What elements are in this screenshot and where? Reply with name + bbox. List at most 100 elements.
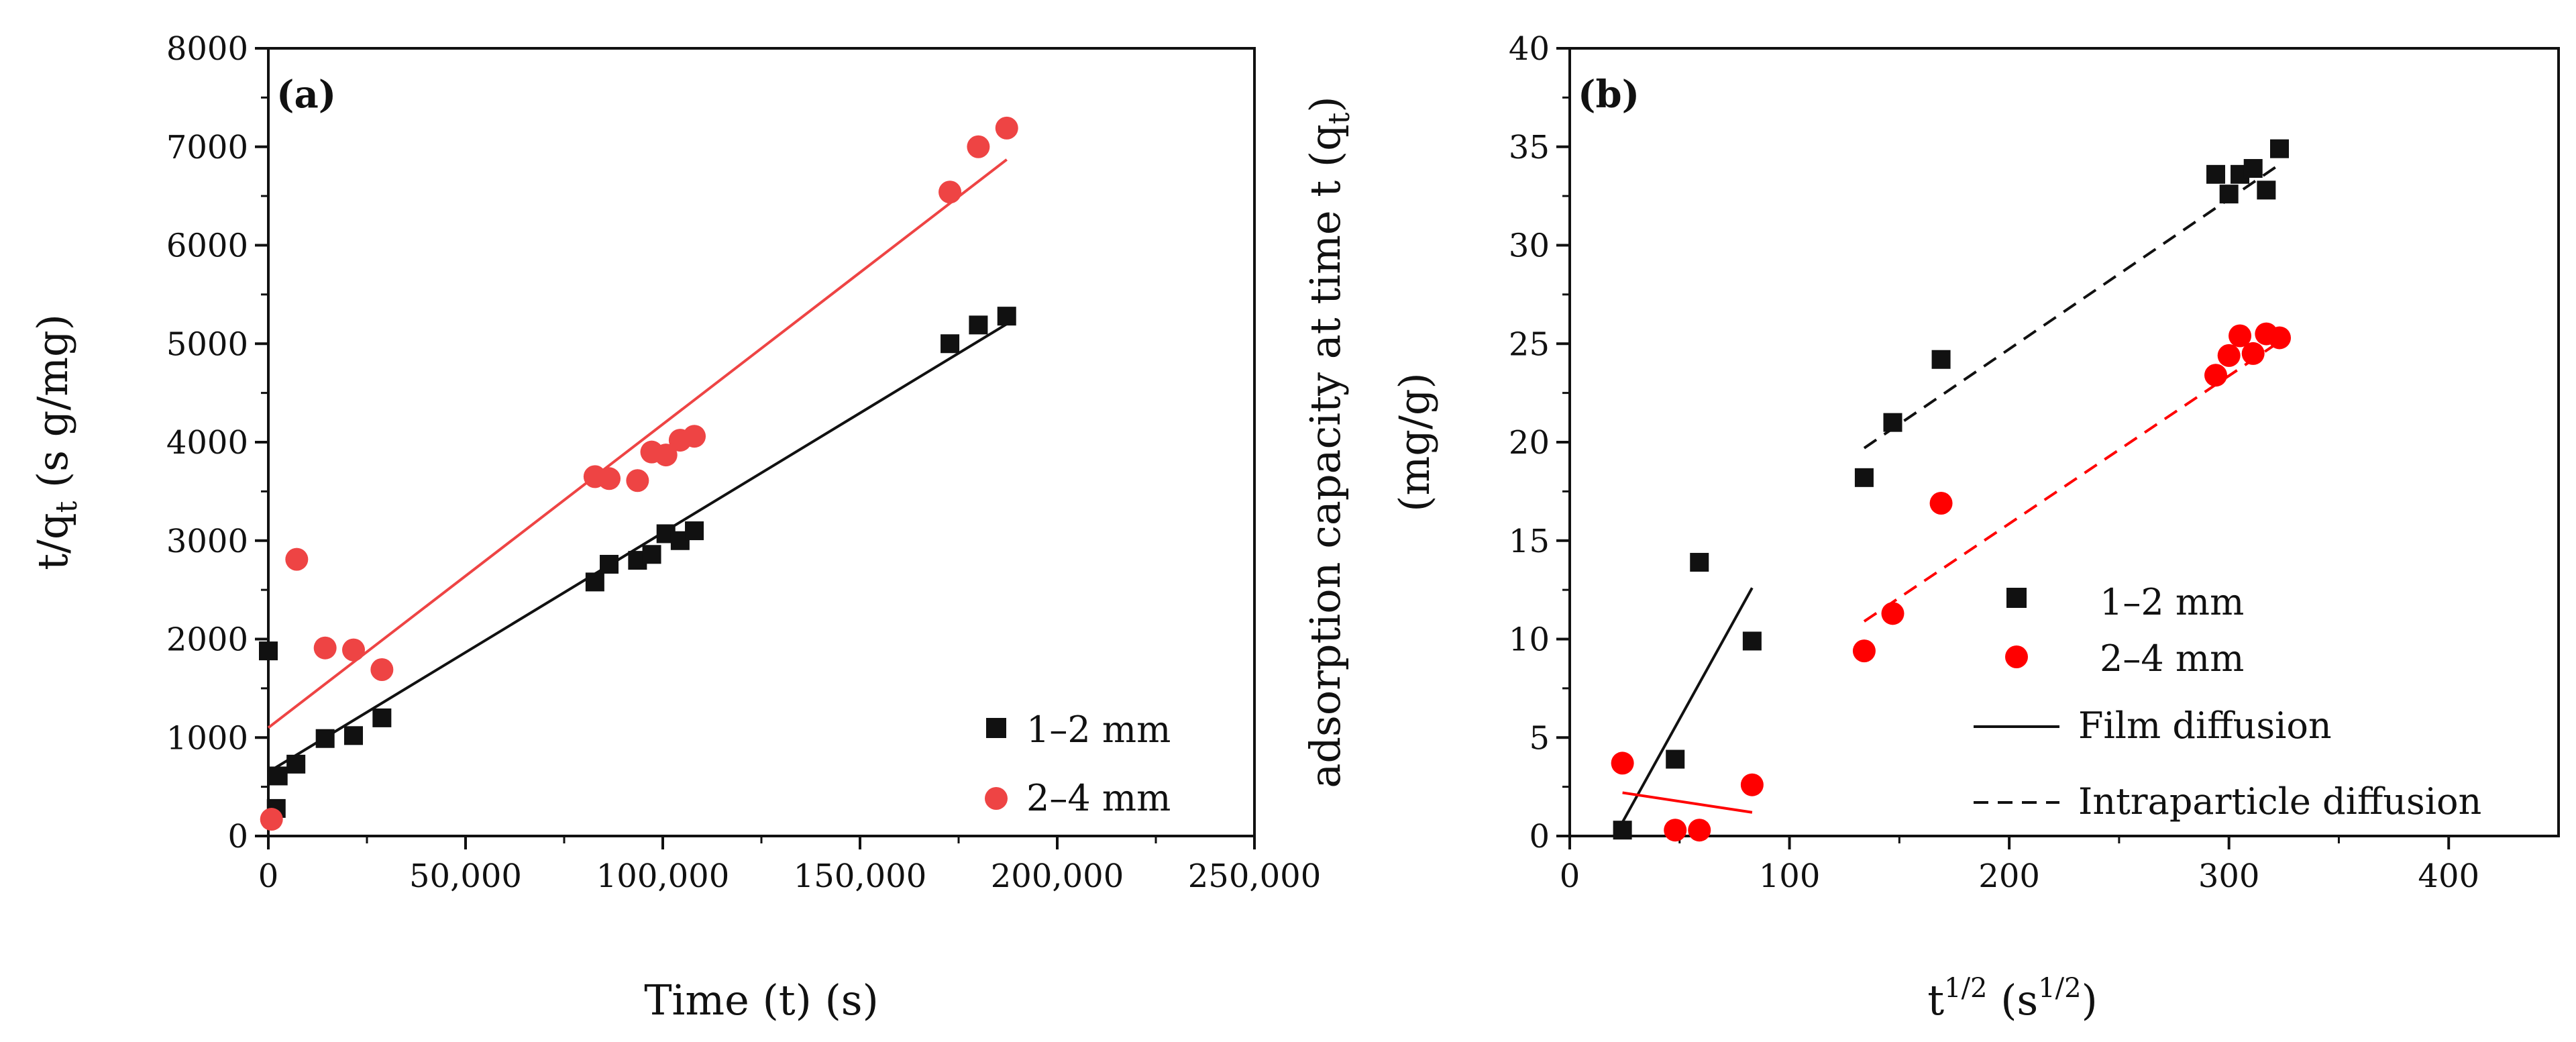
panel-label-a: (a) bbox=[276, 72, 336, 117]
data-point-series-1 bbox=[1742, 631, 1762, 651]
data-point-series-1 bbox=[1690, 553, 1709, 572]
legend-a-marker-1 bbox=[986, 718, 1006, 738]
data-point-series-2 bbox=[2241, 342, 2265, 365]
data-point-series-2 bbox=[1664, 819, 1687, 842]
film-fit-line-1 bbox=[1621, 587, 1754, 823]
data-point-series-2 bbox=[1929, 491, 1953, 515]
data-point-series-1 bbox=[344, 726, 364, 745]
data-point-series-1 bbox=[2206, 164, 2226, 184]
data-point-series-1 bbox=[997, 307, 1016, 326]
data-point-series-1 bbox=[286, 754, 306, 774]
data-point-series-1 bbox=[1613, 821, 1632, 840]
data-point-series-2 bbox=[2229, 324, 2252, 348]
x-label-b-main: t bbox=[1927, 976, 1944, 1025]
y-tick-label: 35 bbox=[1509, 129, 1550, 166]
y-tick-label: 30 bbox=[1509, 227, 1550, 265]
x-tick-label: 150,000 bbox=[794, 857, 927, 895]
y-tick-label: 3000 bbox=[166, 523, 248, 560]
data-point-series-2 bbox=[626, 469, 649, 492]
legend-b-label-film: Film diffusion bbox=[2078, 705, 2332, 747]
data-points-b bbox=[1611, 139, 2292, 842]
data-point-series-1 bbox=[1666, 749, 1685, 769]
y-label-b-sub: t bbox=[1322, 112, 1356, 124]
plot-frame-b bbox=[1568, 47, 2560, 837]
y-label-a-main: t/q bbox=[28, 513, 77, 570]
data-point-series-2 bbox=[995, 116, 1018, 140]
fit-lines-a bbox=[267, 158, 1008, 774]
y-label-a-tail: (s g/mg) bbox=[28, 314, 77, 501]
data-point-series-1 bbox=[1854, 468, 1874, 487]
y-tick-label: 15 bbox=[1509, 523, 1550, 560]
legend-b-label-1: 1–2 mm bbox=[2100, 581, 2244, 623]
data-point-series-2 bbox=[2217, 344, 2241, 367]
x-label-b-tail: ) bbox=[2082, 976, 2098, 1025]
data-point-series-2 bbox=[1852, 639, 1876, 663]
intra-fit-line-1 bbox=[1863, 163, 2281, 450]
x-tick-label: 300 bbox=[2198, 857, 2260, 895]
fit-lines-b bbox=[1621, 163, 2281, 823]
fit-line-2 bbox=[267, 158, 1008, 729]
x-tick-label: 0 bbox=[258, 857, 279, 895]
data-point-series-1 bbox=[642, 545, 661, 564]
data-point-series-1 bbox=[2270, 139, 2290, 158]
y-axis-label-a: t/qt (s g/mg) bbox=[28, 314, 84, 570]
data-point-series-1 bbox=[969, 315, 988, 335]
ticks-b: 0 100 200 300 400 0 5 10 15 20 25 30 35 40 bbox=[1509, 30, 2479, 895]
legend-b-label-2: 2–4 mm bbox=[2100, 637, 2244, 680]
x-tick-label: 200,000 bbox=[991, 857, 1124, 895]
x-axis-label-b: t1/2 (s1/2) bbox=[1927, 973, 2098, 1025]
data-point-series-2 bbox=[313, 636, 337, 660]
x-tick-label: 0 bbox=[1560, 857, 1580, 895]
data-point-series-2 bbox=[2268, 326, 2292, 350]
y-tick-label: 5000 bbox=[166, 325, 248, 363]
x-tick-label: 50,000 bbox=[409, 857, 522, 895]
y-axis-label-b-line2: (mg/g) bbox=[1390, 372, 1439, 511]
data-point-series-1 bbox=[1931, 350, 1951, 369]
data-points-a bbox=[259, 116, 1018, 831]
legend-b-marker-1 bbox=[2006, 588, 2027, 608]
data-point-series-1 bbox=[268, 766, 288, 786]
legend-a-label-2: 2–4 mm bbox=[1026, 777, 1171, 819]
y-label-a-sub: t bbox=[50, 501, 84, 513]
x-label-b-sup1: 1/2 bbox=[1944, 973, 1987, 1004]
data-point-series-2 bbox=[967, 135, 990, 158]
data-point-series-2 bbox=[598, 467, 621, 490]
y-tick-label: 7000 bbox=[166, 129, 248, 166]
legend-b-marker-2 bbox=[2005, 645, 2028, 668]
y-tick-label: 6000 bbox=[166, 227, 248, 265]
data-point-series-2 bbox=[1881, 602, 1904, 625]
intra-fit-line-2 bbox=[1863, 340, 2281, 623]
data-point-series-1 bbox=[585, 572, 604, 592]
data-point-series-1 bbox=[2243, 159, 2263, 178]
data-point-series-2 bbox=[285, 548, 309, 571]
data-point-series-2 bbox=[654, 444, 678, 467]
data-point-series-2 bbox=[342, 638, 366, 662]
data-point-series-2 bbox=[370, 658, 394, 681]
data-point-series-2 bbox=[260, 808, 283, 831]
film-fit-line-2 bbox=[1622, 791, 1753, 814]
legend-a-marker-2 bbox=[985, 787, 1008, 810]
data-point-series-2 bbox=[938, 180, 962, 204]
y-tick-label: 20 bbox=[1509, 424, 1550, 462]
ticks-a: 0 50,000 100,000 150,000 200,000 250,000 0 1000… bbox=[166, 30, 1321, 895]
x-tick-label: 400 bbox=[2418, 857, 2479, 895]
data-point-series-1 bbox=[2219, 185, 2239, 204]
data-point-series-2 bbox=[2204, 364, 2228, 387]
data-point-series-1 bbox=[685, 521, 704, 541]
data-point-series-1 bbox=[1883, 413, 1902, 432]
data-point-series-1 bbox=[941, 334, 960, 354]
data-point-series-2 bbox=[1688, 819, 1711, 842]
data-point-series-1 bbox=[315, 729, 335, 748]
data-point-series-1 bbox=[372, 708, 392, 727]
fit-line-1 bbox=[267, 323, 1008, 774]
y-tick-label: 25 bbox=[1509, 325, 1550, 363]
data-point-series-2 bbox=[1611, 751, 1634, 775]
x-tick-label: 250,000 bbox=[1188, 857, 1322, 895]
y-label-b-main: adsorption capacity at time t (q bbox=[1301, 124, 1350, 788]
y-tick-label: 0 bbox=[1529, 818, 1550, 855]
legend-b-label-intra: Intraparticle diffusion bbox=[2078, 780, 2481, 823]
y-tick-label: 10 bbox=[1509, 621, 1550, 659]
x-tick-label: 100,000 bbox=[596, 857, 730, 895]
y-axis-label-b-line1: adsorption capacity at time t (qt) bbox=[1301, 96, 1356, 788]
